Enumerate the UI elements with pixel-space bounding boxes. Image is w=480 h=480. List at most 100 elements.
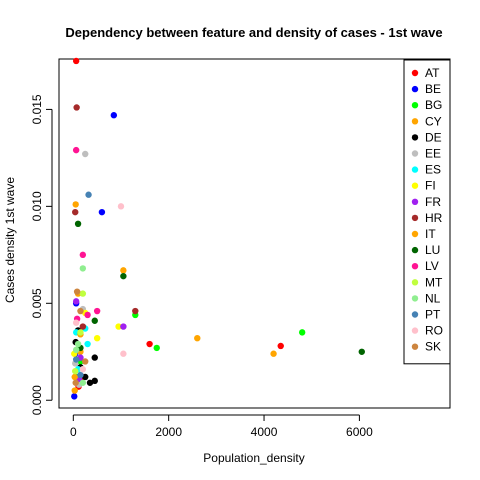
legend-marker-fr	[411, 198, 419, 205]
legend-label-nl: NL	[425, 291, 441, 305]
x-tick-label: 0	[70, 425, 77, 439]
point-sk	[72, 379, 79, 386]
legend-box	[403, 59, 451, 365]
point-ee	[82, 150, 89, 158]
point-ro	[120, 350, 127, 357]
point-nl	[79, 265, 87, 272]
x-axis-label: Population_density	[203, 451, 304, 465]
point-es	[84, 340, 91, 348]
point-sk	[77, 307, 84, 315]
point-pt	[85, 191, 92, 198]
legend-marker-es	[411, 166, 419, 173]
point-de	[86, 379, 94, 386]
point-lu	[74, 220, 82, 228]
point-hr	[132, 307, 139, 315]
y-axis-label: Cases density 1st wave	[3, 177, 17, 303]
point-lv	[72, 146, 80, 154]
point-be	[71, 393, 78, 400]
x-tick-label: 6000	[346, 425, 373, 439]
legend-marker-lv	[411, 263, 419, 270]
point-fi	[115, 323, 122, 330]
y-tick-label: 0.010	[30, 191, 44, 221]
legend-label-lu: LU	[425, 243, 440, 257]
legend-label-hr: HR	[425, 211, 443, 225]
legend-marker-it	[411, 230, 419, 238]
point-at	[277, 342, 284, 350]
point-be	[110, 112, 118, 119]
legend-marker-cy	[411, 118, 419, 125]
legend-marker-be	[411, 85, 419, 93]
plot-border	[58, 58, 451, 409]
legend-label-de: DE	[425, 130, 442, 144]
legend-label-ee: EE	[425, 147, 441, 161]
point-it	[120, 267, 127, 274]
legend-marker-sk	[411, 343, 419, 350]
point-it	[270, 350, 277, 357]
point-cy	[71, 387, 78, 394]
point-at	[146, 340, 153, 348]
point-cy	[72, 201, 79, 208]
x-axis: 0 2000 4000 6000	[70, 414, 373, 439]
legend: AT BE BG CY DE EE ES FI FR HR IT LU LV MT NL PT RO SK	[403, 59, 451, 365]
point-de	[91, 354, 98, 361]
legend-label-mt: MT	[425, 275, 443, 289]
legend-label-es: ES	[425, 163, 441, 177]
point-fr	[120, 323, 127, 330]
point-ro	[72, 319, 80, 326]
point-it	[71, 373, 78, 381]
legend-label-lv: LV	[425, 259, 439, 273]
point-fr	[72, 298, 80, 305]
y-tick-label: 0.000	[30, 385, 44, 415]
legend-marker-bg	[411, 102, 419, 109]
point-lu	[358, 348, 365, 355]
point-hr	[72, 208, 79, 216]
legend-label-bg: BG	[425, 98, 442, 112]
point-mt	[77, 329, 84, 336]
point-lu	[120, 272, 127, 280]
plot-frame	[58, 58, 451, 409]
legend-marker-mt	[411, 279, 419, 286]
legend-marker-ro	[411, 327, 419, 334]
point-pt	[77, 371, 84, 379]
point-lv	[93, 307, 101, 315]
legend-marker-fi	[411, 182, 419, 189]
legend-marker-lu	[411, 246, 419, 254]
legend-marker-at	[411, 69, 419, 77]
point-ro	[79, 366, 87, 373]
point-sk	[73, 288, 81, 295]
point-nl	[79, 379, 87, 386]
legend-label-fi: FI	[425, 179, 436, 193]
point-hr	[79, 323, 87, 330]
point-pt	[72, 356, 80, 363]
point-lv	[79, 251, 87, 259]
y-tick-label: 0.005	[30, 288, 44, 318]
legend-label-ro: RO	[425, 324, 443, 338]
data-points	[71, 57, 365, 400]
point-at	[72, 57, 80, 65]
x-tick-label: 2000	[155, 425, 182, 439]
point-nl	[74, 340, 82, 348]
legend-label-it: IT	[425, 227, 436, 241]
legend-marker-de	[411, 134, 419, 141]
legend-marker-ee	[411, 150, 419, 157]
point-ro	[117, 203, 125, 210]
legend-label-fr: FR	[425, 195, 441, 209]
point-mt	[79, 290, 87, 297]
chart-title: Dependency between feature and density o…	[65, 25, 442, 40]
x-tick-label: 4000	[251, 425, 278, 439]
point-lu	[91, 317, 98, 324]
point-fi	[93, 335, 101, 342]
point-cy	[194, 335, 201, 342]
point-bg	[298, 329, 306, 336]
legend-label-sk: SK	[425, 340, 441, 354]
point-nl	[72, 346, 80, 354]
y-axis: 0.000 0.005 0.010 0.015	[30, 94, 53, 415]
legend-label-pt: PT	[425, 308, 441, 322]
legend-marker-pt	[411, 311, 419, 318]
legend-label-at: AT	[425, 66, 440, 80]
point-lv	[84, 311, 91, 319]
legend-marker-hr	[411, 214, 419, 222]
legend-marker-nl	[411, 295, 419, 302]
legend-label-be: BE	[425, 82, 441, 96]
